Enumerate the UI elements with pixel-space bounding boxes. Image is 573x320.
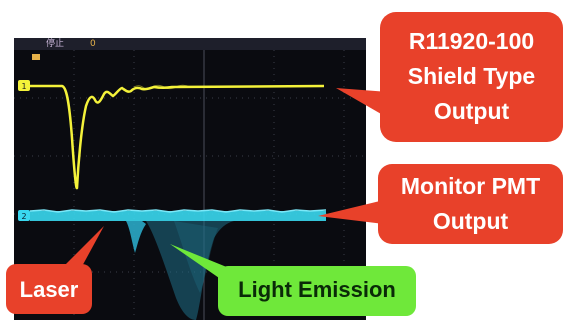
shield-output-trace xyxy=(30,84,325,190)
laser-dip xyxy=(126,221,146,253)
trigger-marker-icon xyxy=(32,54,40,60)
monitor-output-label: Monitor PMT Output xyxy=(378,169,563,239)
shield-output-line-2: Shield Type xyxy=(407,63,536,89)
scope-status-text: 停止 xyxy=(46,39,65,49)
shield-output-label: R11920-100 Shield Type Output xyxy=(380,24,563,129)
channel-2-marker-label: 2 xyxy=(21,212,26,221)
monitor-output-line-2: Output xyxy=(432,208,509,234)
scope-trigger-value: 0 xyxy=(90,39,96,49)
monitor-output-trace xyxy=(30,211,326,221)
shield-output-line-3: Output xyxy=(433,98,510,124)
channel-1-marker xyxy=(18,80,30,91)
light-emission-label: Light Emission xyxy=(238,277,396,302)
channel-1-marker-label: 1 xyxy=(21,82,26,91)
shield-output-line-1: R11920-100 xyxy=(408,28,535,54)
oscilloscope-status-bar xyxy=(14,38,366,50)
laser-label: Laser xyxy=(19,277,79,302)
monitor-output-line-1: Monitor PMT xyxy=(400,173,541,199)
channel-2-marker xyxy=(18,210,30,221)
